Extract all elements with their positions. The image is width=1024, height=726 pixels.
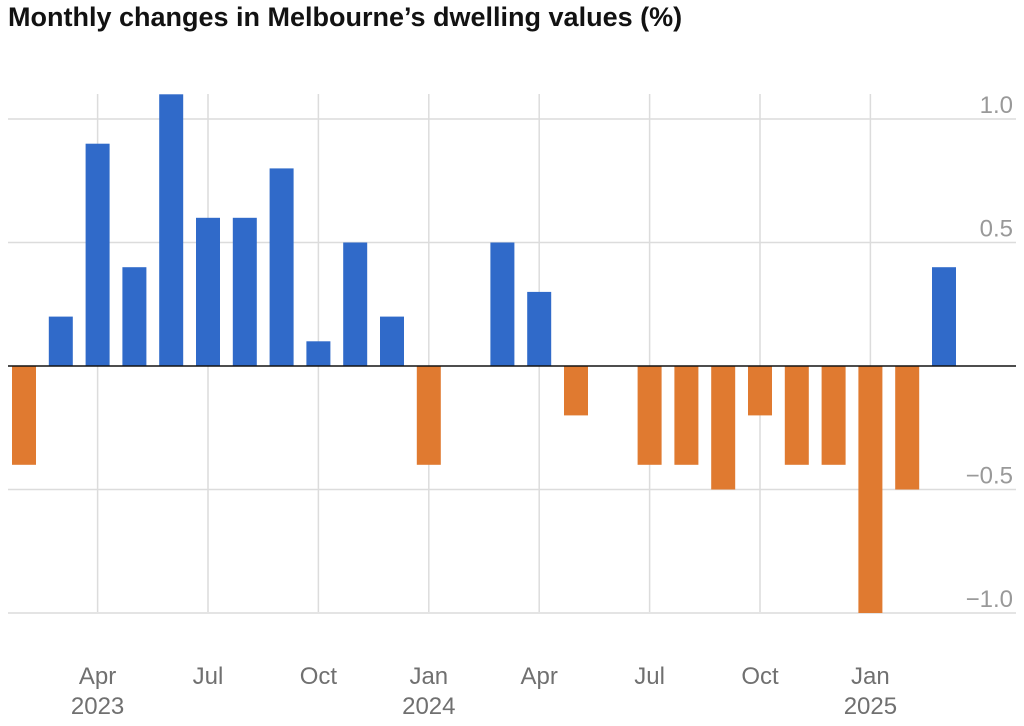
bar-aug-2023: Aug 2023: 0.6 <box>232 217 257 366</box>
x-tick-month-7: Jan <box>851 663 890 690</box>
bar-oct-2023: Oct 2023: 0.1 <box>306 341 331 366</box>
y-tick-label-3: −1.0 <box>966 586 1013 613</box>
bar-feb-2025: Feb 2025: -0.5 <box>895 366 920 490</box>
bar-nov-2024: Nov 2024: -0.4 <box>784 366 809 465</box>
bar-jul-2023: Jul 2023: 0.6 <box>196 217 220 366</box>
bar-mar-2024: Mar 2024: 0.5 <box>490 242 515 366</box>
bar-aug-2024: Aug 2024: -0.4 <box>674 366 699 465</box>
x-tick-month-3: Jan <box>409 663 448 690</box>
x-tick-year-3: 2024 <box>402 693 455 720</box>
x-tick-month-4: Apr <box>521 663 558 690</box>
bar-may-2023: May 2023: 0.4 <box>122 267 147 366</box>
bar-jun-2023: Jun 2023: 1.1 <box>159 94 184 367</box>
bar-apr-2023: Apr 2023: 0.9 <box>85 143 110 366</box>
bar-feb-2023: Feb 2023: -0.4 <box>12 366 36 465</box>
x-tick-month-0: Apr <box>79 663 116 690</box>
bars: Feb 2023: -0.4 Mar 2023: 0.2 Apr 2023: 0.9… <box>12 94 956 613</box>
x-tick-month-1: Jul <box>193 663 224 690</box>
y-tick-label-1: 0.5 <box>980 216 1013 243</box>
bar-jan-2024: Jan 2024: -0.4 <box>416 366 441 465</box>
bar-dec-2024: Dec 2024: -0.4 <box>821 366 846 465</box>
x-axis-tick-labels: Apr 2023 Jul Oct Jan 2024 Apr Jul Oct Jan 2025 <box>71 663 897 720</box>
bar-dec-2023: Dec 2023: 0.2 <box>380 316 404 366</box>
bar-apr-2024: Apr 2024: 0.3 <box>527 291 552 366</box>
y-tick-label-2: −0.5 <box>966 463 1013 490</box>
x-tick-month-5: Jul <box>634 663 665 690</box>
bar-may-2024: May 2024: -0.2 <box>564 366 588 416</box>
x-tick-month-6: Oct <box>741 663 779 690</box>
bar-jan-2025: Jan 2025: -1 <box>858 366 883 613</box>
y-axis-tick-labels: 1.0 0.5 −0.5 −1.0 <box>966 92 1013 613</box>
bar-oct-2024: Oct 2024: -0.2 <box>748 366 772 416</box>
bar-sep-2023: Sep 2023: 0.8 <box>269 168 294 366</box>
bar-sep-2024: Sep 2024: -0.5 <box>711 366 736 490</box>
bar-jul-2024: Jul 2024: -0.4 <box>637 366 662 465</box>
bar-nov-2023: Nov 2023: 0.5 <box>343 242 368 366</box>
y-tick-label-0: 1.0 <box>980 92 1013 119</box>
chart-title: Monthly changes in Melbourne’s dwelling … <box>8 2 683 32</box>
x-tick-year-0: 2023 <box>71 693 124 720</box>
bar-mar-2025: Mar 2025: 0.4 <box>932 267 956 366</box>
x-tick-month-2: Oct <box>300 663 338 690</box>
bar-mar-2023: Mar 2023: 0.2 <box>48 316 73 366</box>
x-tick-year-7: 2025 <box>844 693 897 720</box>
